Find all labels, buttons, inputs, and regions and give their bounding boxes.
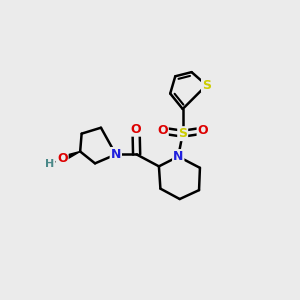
Text: S: S [178, 127, 187, 140]
Text: N: N [173, 150, 183, 163]
Text: O: O [198, 124, 208, 137]
Text: N: N [111, 148, 121, 161]
Text: O: O [131, 123, 141, 136]
Text: H: H [45, 159, 54, 169]
Text: O: O [157, 124, 168, 137]
Text: O: O [57, 152, 68, 165]
Text: S: S [202, 79, 211, 92]
Polygon shape [61, 152, 80, 161]
